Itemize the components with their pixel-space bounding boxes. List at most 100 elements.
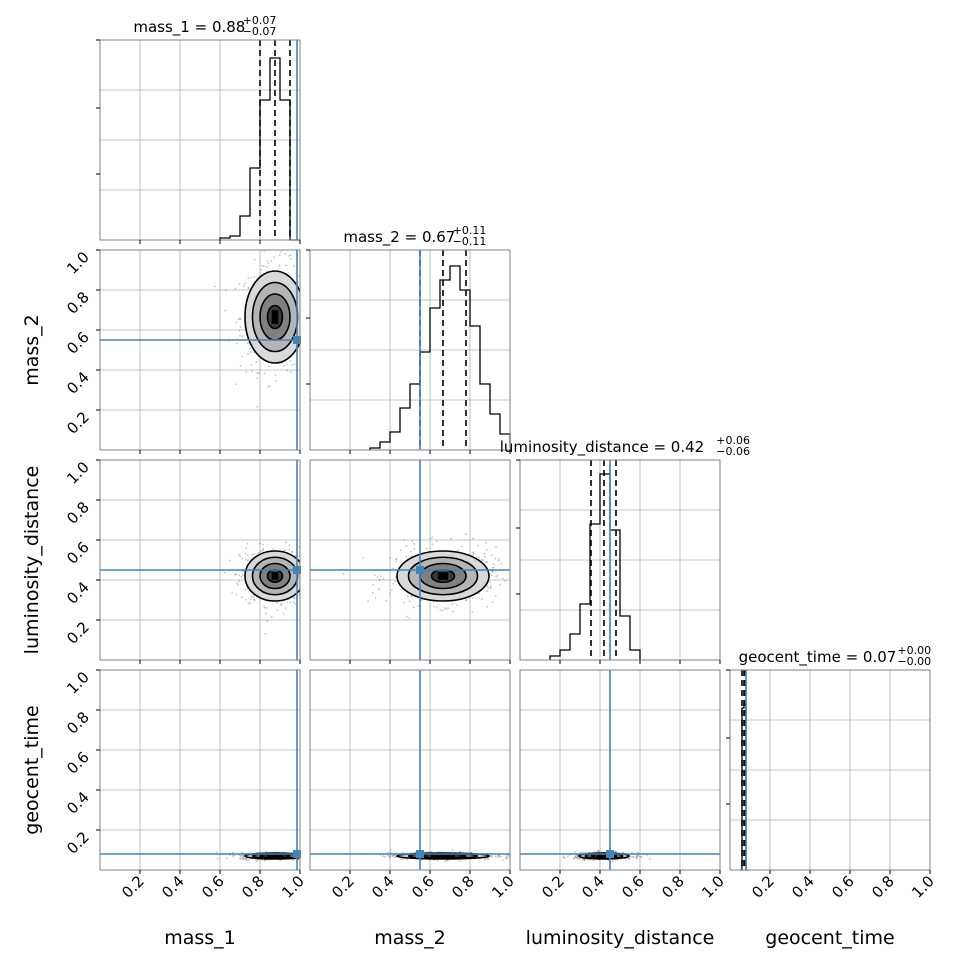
density-point xyxy=(387,854,389,857)
tick-label-x: 0.4 xyxy=(578,872,608,902)
density-point xyxy=(371,592,374,594)
density-point xyxy=(611,860,614,863)
density-point xyxy=(465,598,468,601)
density-point xyxy=(329,564,331,566)
tick-label-y: 0.8 xyxy=(63,498,93,528)
density-point xyxy=(253,275,256,278)
density-point xyxy=(402,539,405,542)
density-point xyxy=(321,857,323,859)
density-point xyxy=(458,860,461,863)
density-point xyxy=(268,365,270,368)
density-point xyxy=(214,285,216,288)
tick-label-x: 0.6 xyxy=(198,872,228,902)
density-point xyxy=(311,589,313,591)
density-point xyxy=(506,857,509,859)
density-point xyxy=(253,596,255,598)
density-point xyxy=(237,318,240,320)
density-point xyxy=(283,364,285,367)
density-point xyxy=(266,260,269,262)
density-point xyxy=(413,548,416,551)
density-point xyxy=(261,543,264,546)
density-point xyxy=(255,860,258,863)
density-point xyxy=(632,856,635,858)
density-point xyxy=(582,851,584,854)
density-point xyxy=(648,858,651,860)
density-point xyxy=(562,855,565,858)
density-point xyxy=(301,856,303,858)
density-point xyxy=(242,858,245,860)
density-point xyxy=(304,317,306,319)
density-point xyxy=(637,854,639,857)
tick-label-x: 0.4 xyxy=(158,872,188,902)
density-point xyxy=(405,555,408,558)
density-peak xyxy=(437,572,449,580)
tick-label-x: 0.2 xyxy=(328,872,358,902)
density-point xyxy=(247,602,250,605)
density-point xyxy=(310,857,312,859)
density-point xyxy=(492,563,495,566)
density-point xyxy=(312,564,314,566)
density-point xyxy=(457,549,460,552)
density-point xyxy=(574,855,577,858)
density-point xyxy=(597,850,600,853)
density-point xyxy=(496,856,499,859)
density-point xyxy=(494,557,497,560)
density-point xyxy=(253,351,256,354)
density-point xyxy=(239,855,242,858)
joint-density-mass_1-geocent_time xyxy=(215,850,323,863)
density-point xyxy=(267,229,269,231)
density-point xyxy=(451,848,454,851)
density-point xyxy=(280,602,283,605)
axis-label-x-mass_2: mass_2 xyxy=(374,927,446,949)
density-point xyxy=(492,566,495,569)
density-point xyxy=(578,857,581,860)
density-point xyxy=(304,855,306,857)
density-point xyxy=(239,326,242,329)
tick-label-x: 0.8 xyxy=(868,872,898,902)
density-point xyxy=(491,601,494,604)
density-point xyxy=(306,325,308,327)
density-point xyxy=(234,854,236,857)
density-point xyxy=(249,351,252,354)
histogram-luminosity_distance xyxy=(549,473,641,660)
density-point xyxy=(408,600,411,603)
density-point xyxy=(241,854,244,857)
tick-label-y: 0.8 xyxy=(63,288,93,318)
density-point xyxy=(312,561,314,563)
density-point xyxy=(484,561,487,564)
tick-label-x: 0.8 xyxy=(658,872,688,902)
density-point xyxy=(389,856,391,859)
density-point xyxy=(231,854,234,857)
density-point xyxy=(265,850,268,853)
density-point xyxy=(263,605,265,608)
density-point xyxy=(410,550,412,553)
density-point xyxy=(583,859,586,861)
density-point xyxy=(378,578,381,581)
density-point xyxy=(435,606,438,609)
density-point xyxy=(302,549,304,551)
density-point xyxy=(282,612,285,615)
panel-frame-luminosity_distance-geocent_time xyxy=(519,669,721,871)
density-point xyxy=(259,542,262,545)
density-point xyxy=(495,546,497,548)
axis-label-y-geocent_time: geocent_time xyxy=(21,705,43,834)
density-point xyxy=(239,857,242,860)
density-point xyxy=(304,581,306,583)
axis-label-x-mass_1: mass_1 xyxy=(164,927,236,949)
density-point xyxy=(247,287,250,289)
density-point xyxy=(310,855,312,857)
density-point xyxy=(321,369,323,371)
density-point xyxy=(291,551,294,553)
density-point xyxy=(497,559,500,562)
tick-label-x: 0.4 xyxy=(788,872,818,902)
title-upper-error: +0.11 xyxy=(453,224,487,237)
density-point xyxy=(242,570,245,573)
panel-frame-geocent_time-geocent_time xyxy=(729,669,931,871)
density-point xyxy=(451,610,454,613)
density-point xyxy=(251,554,253,557)
title-upper-error: +0.06 xyxy=(716,434,750,447)
density-point xyxy=(635,856,638,859)
density-point xyxy=(302,316,304,318)
density-point xyxy=(235,321,238,324)
